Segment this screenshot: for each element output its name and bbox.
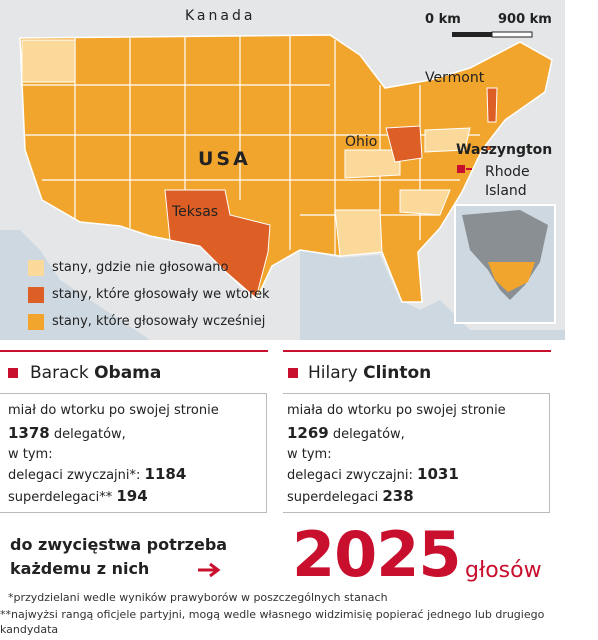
state-voted-tuesday xyxy=(164,189,271,299)
scale-label: 0 km xyxy=(425,12,461,27)
first-name: Barack xyxy=(30,363,89,383)
sea xyxy=(300,250,565,340)
regular-delegates: 1031 xyxy=(417,465,459,483)
inset-map xyxy=(454,204,556,324)
map xyxy=(0,0,565,340)
state-label: Ohio xyxy=(345,134,378,150)
state-not-voted xyxy=(21,39,76,83)
text: superdelegaci xyxy=(287,490,379,505)
text-line: 1378 delegatów, xyxy=(8,424,126,442)
text-line: w tym: xyxy=(8,447,53,462)
inset-usa xyxy=(488,262,535,292)
legend-label: stany, które głosowały wcześniej xyxy=(52,314,266,329)
legend-label: stany, gdzie nie głosowano xyxy=(52,260,229,275)
superdelegates: 238 xyxy=(382,487,414,505)
divider xyxy=(283,350,551,352)
text-line: superdelegaci** 194 xyxy=(8,487,148,505)
state-not-voted xyxy=(334,209,383,257)
scale-label: 900 km xyxy=(498,12,552,27)
capital-marker xyxy=(457,165,465,173)
state-not-voted xyxy=(344,149,401,179)
delegates-total: 1269 xyxy=(287,424,329,442)
legend-swatch xyxy=(28,260,44,276)
text: delegatów, xyxy=(53,427,126,442)
country-label: Kanada xyxy=(185,8,256,24)
delegates-total: 1378 xyxy=(8,424,50,442)
arrow xyxy=(198,562,221,578)
footnote: **najwyżsi rangą oficjele partyjni, mogą… xyxy=(0,608,545,636)
state-not-voted xyxy=(424,127,471,153)
last-name: Obama xyxy=(94,363,162,383)
legend-swatch xyxy=(28,314,44,330)
scale-bar xyxy=(452,31,533,38)
usa xyxy=(19,34,553,303)
state-not-voted xyxy=(399,189,451,216)
scale-segment xyxy=(491,31,533,38)
text-line: miała do wtorku po swojej stronie xyxy=(287,403,506,418)
text-line: delegaci zwyczajni: 1031 xyxy=(287,465,459,483)
city-label: Waszyngton xyxy=(456,142,553,158)
text: delegatów, xyxy=(332,427,405,442)
goal-unit: głosów xyxy=(465,558,542,583)
regular-delegates: 1184 xyxy=(144,465,187,483)
text-line: miał do wtorku po swojej stronie xyxy=(8,403,219,418)
legend-label: stany, które głosowały we wtorek xyxy=(52,287,270,302)
last-name: Clinton xyxy=(363,363,432,383)
state-voted-tuesday xyxy=(385,125,423,163)
scale-segment xyxy=(452,32,492,37)
legend-swatch xyxy=(28,287,44,303)
divider xyxy=(0,350,268,352)
text: delegaci zwyczajni: xyxy=(287,468,413,483)
text-line: delegaci zwyczajni*: 1184 xyxy=(8,465,186,483)
text: delegaci zwyczajni*: xyxy=(8,468,141,483)
footnote: *przydzielani wedle wyników prawyborów w… xyxy=(8,591,388,604)
text: superdelegaci** xyxy=(8,490,113,505)
candidate-box xyxy=(283,393,550,513)
state-label: Rhode Island xyxy=(485,164,530,199)
sea xyxy=(0,230,150,340)
text-line: 1269 delegatów, xyxy=(287,424,405,442)
candidate-name: Barack Obama xyxy=(30,363,161,383)
state-label: Vermont xyxy=(425,70,485,86)
first-name: Hilary xyxy=(308,363,358,383)
needed-text: do zwycięstwa potrzeba każdemu z nich xyxy=(10,535,228,578)
bullet xyxy=(288,368,298,378)
country-label: USA xyxy=(198,148,251,170)
bullet xyxy=(8,368,18,378)
text-line: w tym: xyxy=(287,447,332,462)
state-label: Teksas xyxy=(172,204,219,220)
goal-number: 2025 xyxy=(292,518,462,591)
rhode-island-marker xyxy=(486,146,491,150)
candidate-box xyxy=(0,393,267,513)
text-line: superdelegaci 238 xyxy=(287,487,414,505)
candidate-name: Hilary Clinton xyxy=(308,363,431,383)
superdelegates: 194 xyxy=(116,487,148,505)
state-voted-tuesday xyxy=(486,87,498,123)
